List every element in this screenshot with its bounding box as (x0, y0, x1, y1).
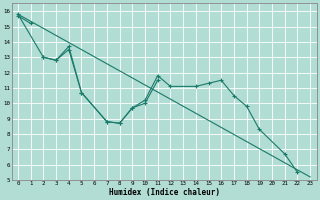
X-axis label: Humidex (Indice chaleur): Humidex (Indice chaleur) (108, 188, 220, 197)
